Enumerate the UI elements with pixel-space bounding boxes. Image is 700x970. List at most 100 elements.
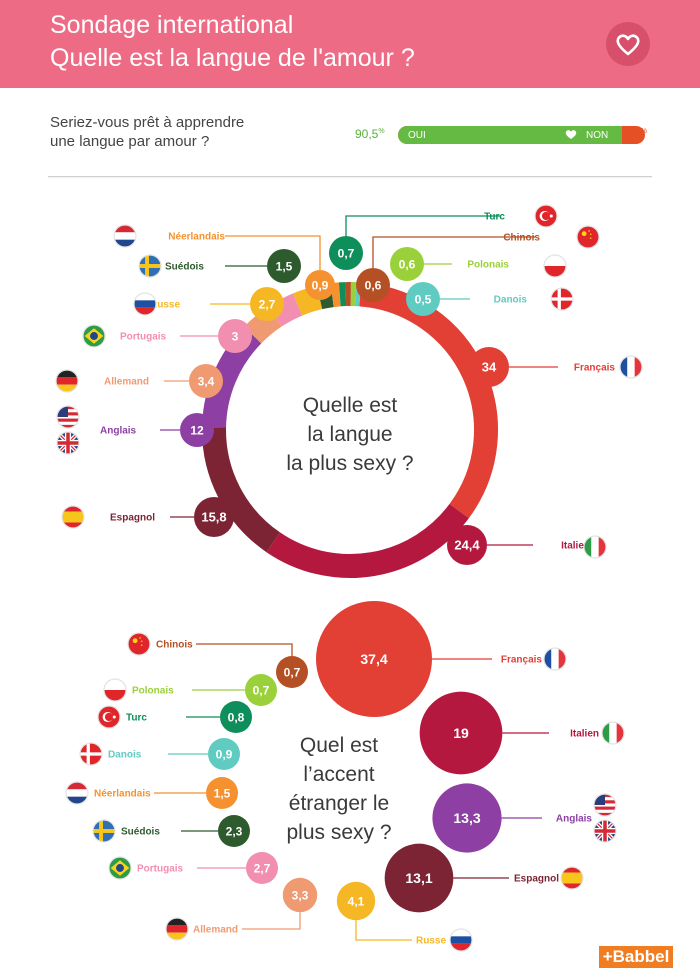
donut-neerlandais-flag-icon xyxy=(113,224,137,248)
survey-question-line-1: Seriez-vous prêt à apprendre xyxy=(50,114,245,131)
donut-russe-bubble xyxy=(250,287,284,321)
donut-danois-flag-icon xyxy=(550,287,574,311)
bubble-portugais-bubble xyxy=(246,852,278,884)
donut-francais-value-label: 34 xyxy=(482,360,497,375)
bubble-turc-flag-icon xyxy=(97,705,121,729)
bubble-anglais-uk-flag-icon xyxy=(593,819,617,843)
donut-portugais-bubble xyxy=(218,319,252,353)
bubble-espagnol-bubble xyxy=(384,843,454,913)
bubble-title-line-4: plus sexy ? xyxy=(286,821,391,844)
bubble-polonais-bubble xyxy=(245,674,277,706)
donut-turc-value-label: 0,7 xyxy=(338,246,355,260)
donut-italien-bubble xyxy=(447,525,487,565)
donut-polonais-flag-icon xyxy=(543,254,567,278)
bubble-anglais-label: Anglais xyxy=(556,814,593,825)
bubble-francais-flag-icon xyxy=(543,647,567,671)
donut-italien-flag-icon xyxy=(583,535,607,559)
bubble-russe-label: Russe xyxy=(416,936,446,947)
bubble-turc-value-label: 0,8 xyxy=(228,710,245,724)
donut-allemand-label: Allemand xyxy=(104,377,149,388)
bubble-anglais-value-label: 13,3 xyxy=(453,810,480,826)
yes-pct-sign: % xyxy=(378,128,385,135)
donut-danois-value-label: 0,5 xyxy=(415,292,432,306)
donut-russe-flag-icon xyxy=(133,292,157,316)
bubble-polonais-label: Polonais xyxy=(132,686,174,697)
donut-turc-connector xyxy=(345,215,500,236)
donut-chinois-label: Chinois xyxy=(503,233,540,244)
header-banner: Sondage international Quelle est la lang… xyxy=(0,0,700,88)
bubble-neerlandais-bubble xyxy=(206,777,238,809)
bubble-suedois-value-label: 2,3 xyxy=(226,824,243,838)
bubble-francais-value-label: 37,4 xyxy=(360,651,387,667)
no-percentage: 9,5% xyxy=(624,127,647,141)
bubble-chinois-label: Chinois xyxy=(156,640,193,651)
bubble-italien-flag-icon xyxy=(601,721,625,745)
donut-italien-value-label: 24,4 xyxy=(454,538,480,553)
bubble-portugais-value-label: 2,7 xyxy=(254,861,271,875)
donut-slice-espagnol xyxy=(202,426,281,553)
donut-russe-label: Russe xyxy=(150,300,180,311)
bubble-allemand-bubble xyxy=(282,877,318,913)
donut-francais-bubble xyxy=(469,347,509,387)
title-line-1: Sondage international xyxy=(50,11,294,39)
bubble-espagnol-label: Espagnol xyxy=(514,874,559,885)
bubble-turc-label: Turc xyxy=(126,713,147,724)
donut-suedois-value-label: 1,5 xyxy=(276,259,293,273)
bubble-italien-value-label: 19 xyxy=(453,725,469,741)
bubble-danois-flag-icon xyxy=(79,742,103,766)
survey-question-line-2: une langue par amour ? xyxy=(50,133,210,150)
donut-francais-flag-icon xyxy=(619,355,643,379)
donut-portugais-flag-icon xyxy=(82,324,106,348)
donut-espagnol-label: Espagnol xyxy=(110,513,155,524)
bubble-allemand-label: Allemand xyxy=(193,925,238,936)
donut-neerlandais-label: Néerlandais xyxy=(168,232,225,243)
donut-polonais-value-label: 0,6 xyxy=(399,257,416,271)
donut-allemand-flag-icon xyxy=(55,369,79,393)
bubble-russe-connector xyxy=(355,920,412,941)
bubble-espagnol-flag-icon xyxy=(560,866,584,890)
donut-title-line-1: Quelle est xyxy=(303,394,398,417)
small-heart-icon xyxy=(565,130,577,139)
donut-anglais-us-flag-icon xyxy=(56,405,80,429)
donut-turc-flag-icon xyxy=(534,204,558,228)
bubble-chinois-connector xyxy=(196,643,293,656)
bubble-portugais-label: Portugais xyxy=(137,864,184,875)
bubble-anglais-bubble xyxy=(432,783,502,853)
yes-label: OUI xyxy=(408,130,426,141)
bubble-italien-label: Italien xyxy=(570,729,599,740)
donut-neerlandais-connector xyxy=(225,235,321,270)
donut-polonais-bubble xyxy=(390,247,424,281)
section-divider xyxy=(48,176,652,177)
bubble-title-line-1: Quel est xyxy=(300,734,378,757)
donut-title-line-3: la plus sexy ? xyxy=(286,452,413,475)
donut-chinois-connector xyxy=(372,236,535,268)
no-pct-value: 9,5 xyxy=(624,127,641,141)
donut-espagnol-bubble xyxy=(194,497,234,537)
bubble-espagnol-value-label: 13,1 xyxy=(405,870,432,886)
bubble-francais-bubble xyxy=(316,601,432,717)
donut-chinois-flag-icon xyxy=(576,225,600,249)
bubble-portugais-flag-icon xyxy=(108,856,132,880)
bubble-russe-value-label: 4,1 xyxy=(348,894,365,908)
heart-icon xyxy=(616,34,640,56)
babbel-logo: +Babbel xyxy=(599,946,673,968)
bubble-chinois-value-label: 0,7 xyxy=(284,665,301,679)
no-label: NON xyxy=(586,130,609,141)
bubble-chinois-flag-icon xyxy=(127,632,151,656)
bubble-title-line-3: étranger le xyxy=(289,792,389,815)
donut-anglais-uk-flag-icon xyxy=(56,431,80,455)
bubble-neerlandais-value-label: 1,5 xyxy=(214,786,231,800)
bubble-danois-label: Danois xyxy=(108,750,142,761)
donut-suedois-flag-icon xyxy=(138,254,162,278)
no-pct-sign: % xyxy=(640,128,647,135)
bubble-allemand-flag-icon xyxy=(165,917,189,941)
yes-bar-fill xyxy=(398,126,622,144)
bubble-suedois-label: Suédois xyxy=(121,827,160,838)
donut-chinois-value-label: 0,6 xyxy=(365,278,382,292)
donut-anglais-value-label: 12 xyxy=(190,423,204,437)
donut-suedois-bubble xyxy=(267,249,301,283)
donut-turc-bubble xyxy=(329,236,363,270)
donut-espagnol-value-label: 15,8 xyxy=(201,510,226,525)
bubble-chinois-bubble xyxy=(276,656,308,688)
